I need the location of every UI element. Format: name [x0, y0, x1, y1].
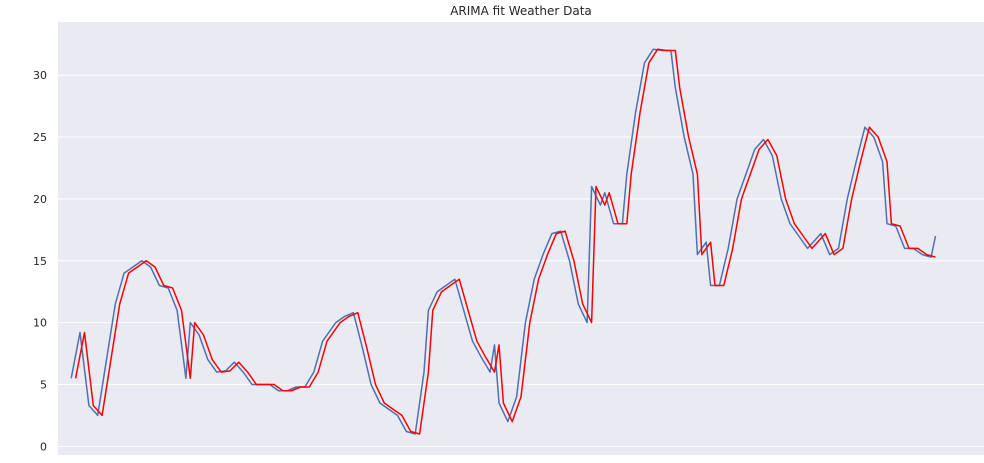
y-tick-label: 5	[40, 378, 47, 391]
y-tick-label: 20	[33, 193, 47, 206]
y-tick-label: 15	[33, 255, 47, 268]
series-line-blue	[70, 48, 937, 435]
plot-area	[58, 22, 984, 455]
y-tick-label: 25	[33, 131, 47, 144]
y-tick-label: 10	[33, 317, 47, 330]
y-tick-label: 30	[33, 69, 47, 82]
y-tick-label: 0	[40, 440, 47, 453]
chart-title: ARIMA fit Weather Data	[450, 4, 592, 18]
series-line-red	[74, 48, 936, 435]
